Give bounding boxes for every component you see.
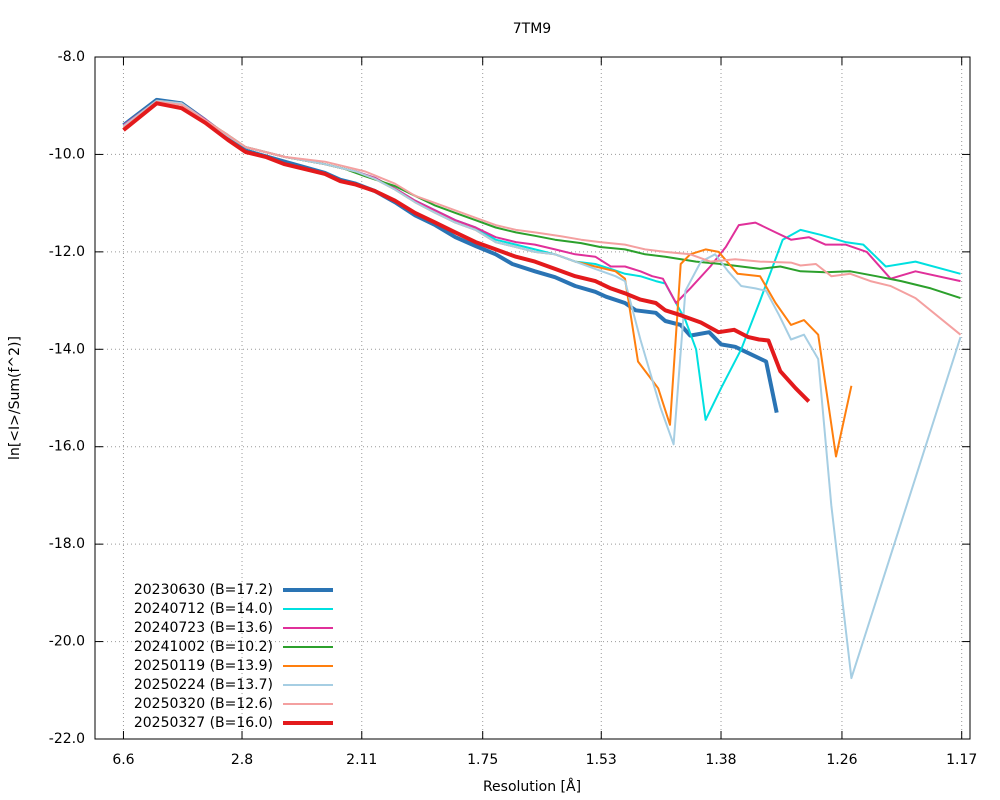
- legend-label: 20250119 (B=13.9): [134, 658, 273, 674]
- legend-label: 20230630 (B=17.2): [134, 582, 273, 598]
- data-line: [122, 101, 811, 403]
- x-tick-label: 1.75: [467, 752, 498, 768]
- y-tick-label: -20.0: [49, 634, 85, 650]
- y-tick-label: -8.0: [58, 49, 85, 65]
- data-line: [122, 100, 962, 336]
- y-tick-label: -12.0: [49, 244, 85, 260]
- x-tick-label: 2.11: [346, 752, 377, 768]
- legend-label: 20240712 (B=14.0): [134, 601, 273, 617]
- legend-label: 20240723 (B=13.6): [134, 620, 273, 636]
- x-tick-label: 1.17: [946, 752, 977, 768]
- y-tick-label: -22.0: [49, 731, 85, 747]
- data-line: [122, 99, 962, 680]
- x-axis-label: Resolution [Å]: [483, 778, 581, 795]
- y-tick-label: -18.0: [49, 536, 85, 552]
- y-tick-label: -16.0: [49, 439, 85, 455]
- y-tick-label: -14.0: [49, 341, 85, 357]
- legend-label: 20250224 (B=13.7): [134, 677, 273, 693]
- x-tick-label: 1.38: [705, 752, 736, 768]
- legend-label: 20250320 (B=12.6): [134, 696, 273, 712]
- plot-frame: [94, 56, 971, 740]
- x-tick-label: 1.53: [586, 752, 617, 768]
- legend-label: 20250327 (B=16.0): [134, 715, 273, 731]
- x-tick-label: 6.6: [112, 752, 134, 768]
- x-tick-label: 1.26: [826, 752, 857, 768]
- y-axis-label: ln[<I>/Sum(f^2)]: [7, 336, 23, 460]
- chart-title: 7TM9: [513, 21, 551, 37]
- x-tick-label: 2.8: [231, 752, 253, 768]
- legend-label: 20241002 (B=10.2): [134, 639, 273, 655]
- y-tick-label: -10.0: [49, 146, 85, 162]
